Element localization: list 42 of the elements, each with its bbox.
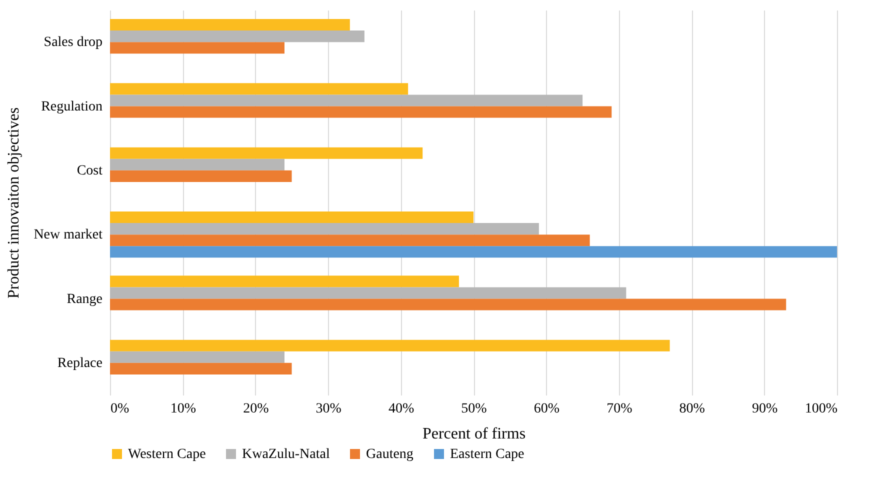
bar	[110, 170, 292, 182]
bar	[110, 42, 284, 54]
bar	[110, 158, 284, 170]
x-tick-label: 90%	[752, 402, 778, 416]
y-tick-label: Replace	[57, 356, 102, 371]
x-tick-label: 80%	[679, 402, 706, 416]
x-tick-label: 60%	[534, 402, 560, 416]
bar	[110, 18, 350, 31]
bar	[110, 276, 459, 288]
bar	[110, 94, 583, 106]
y-tick-label: Cost	[76, 163, 103, 178]
legend-label: Western Cape	[128, 447, 206, 462]
bar	[110, 246, 837, 258]
x-tick-label: 20%	[243, 402, 270, 416]
y-tick-label: Sales drop	[44, 35, 102, 50]
x-tick-label: 10%	[170, 402, 196, 416]
bar	[110, 287, 626, 299]
y-axis-title: Product innovaiton objectives	[6, 107, 23, 299]
bar	[110, 362, 292, 374]
x-tick-label: 0%	[110, 402, 130, 416]
bar	[110, 223, 539, 235]
legend-label: KwaZulu-Natal	[242, 447, 330, 462]
x-axis-title: Percent of firms	[422, 426, 526, 442]
bar	[110, 340, 670, 352]
bar	[110, 147, 423, 159]
bar	[110, 298, 786, 310]
legend-label: Gauteng	[366, 447, 414, 462]
x-tick-label: 100%	[804, 402, 838, 416]
bar	[110, 351, 284, 363]
y-tick-label: New market	[34, 228, 103, 243]
bar	[110, 83, 408, 95]
bar	[110, 106, 612, 118]
x-tick-label: 40%	[388, 402, 414, 416]
y-tick-label: Range	[66, 292, 102, 307]
bar	[110, 30, 364, 42]
x-tick-label: 70%	[606, 402, 633, 416]
bar	[110, 234, 590, 246]
bar	[110, 211, 474, 224]
x-tick-label: 30%	[316, 402, 342, 416]
legend-label: Eastern Cape	[450, 447, 524, 462]
x-tick-label: 50%	[461, 402, 488, 416]
y-tick-label: Regulation	[41, 99, 102, 114]
